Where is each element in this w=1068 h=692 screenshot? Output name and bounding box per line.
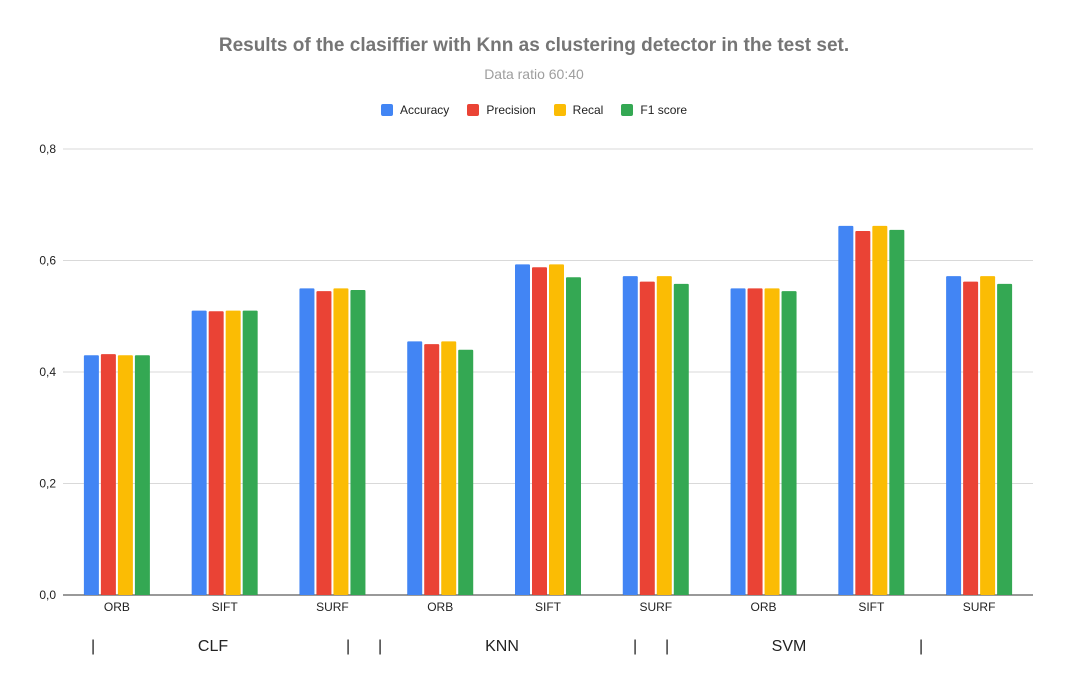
legend: Accuracy Precision Recal F1 score bbox=[0, 103, 1068, 117]
legend-item-precision[interactable]: Precision bbox=[467, 103, 536, 117]
bar bbox=[350, 290, 366, 595]
legend-label-precision: Precision bbox=[486, 103, 536, 117]
bar bbox=[730, 288, 746, 595]
y-tick-label: 0,4 bbox=[39, 365, 56, 379]
bar bbox=[566, 277, 581, 595]
bar bbox=[100, 354, 116, 595]
bar bbox=[458, 349, 474, 595]
group-divider: | bbox=[346, 638, 351, 655]
bar bbox=[134, 355, 150, 595]
bar bbox=[622, 276, 638, 595]
bar bbox=[673, 283, 689, 595]
bar bbox=[316, 291, 332, 595]
x-tick-label: ORB bbox=[427, 600, 453, 614]
chart-title: Results of the clasiffier with Knn as cl… bbox=[218, 35, 850, 56]
bar bbox=[299, 288, 315, 595]
bar bbox=[747, 288, 763, 595]
bar bbox=[532, 267, 547, 595]
bar bbox=[946, 276, 962, 595]
y-tick-label: 0,6 bbox=[39, 254, 56, 268]
bar bbox=[441, 341, 457, 595]
group-label: CLF bbox=[197, 638, 229, 655]
bar bbox=[424, 344, 440, 595]
bar bbox=[963, 281, 979, 595]
bar bbox=[407, 341, 423, 595]
group-divider: | bbox=[91, 638, 96, 655]
x-tick-label: SURF bbox=[316, 600, 349, 614]
x-tick-label: SIFT bbox=[535, 600, 562, 614]
x-tick-label: SIFT bbox=[858, 600, 885, 614]
legend-item-recal[interactable]: Recal bbox=[553, 103, 604, 117]
legend-label-recal: Recal bbox=[572, 103, 604, 117]
bar bbox=[997, 283, 1013, 595]
legend-swatch-recal bbox=[553, 104, 566, 116]
x-tick-label: ORB bbox=[104, 600, 130, 614]
group-divider: | bbox=[633, 638, 638, 655]
legend-swatch-precision bbox=[467, 104, 480, 116]
x-tick-label: SURF bbox=[963, 600, 996, 614]
legend-item-accuracy[interactable]: Accuracy bbox=[380, 103, 450, 117]
group-divider: | bbox=[665, 638, 670, 655]
legend-item-f1-score[interactable]: F1 score bbox=[621, 103, 687, 117]
y-tick-label: 0,8 bbox=[39, 142, 56, 156]
bar bbox=[333, 288, 349, 595]
bar bbox=[656, 276, 672, 595]
bar bbox=[872, 225, 888, 595]
bar bbox=[225, 310, 241, 595]
group-label: SVM bbox=[771, 638, 807, 655]
group-divider: | bbox=[919, 638, 924, 655]
group-divider: | bbox=[378, 638, 383, 655]
x-tick-label: ORB bbox=[751, 600, 777, 614]
group-label: KNN bbox=[485, 638, 519, 655]
bar bbox=[855, 230, 871, 595]
bar bbox=[208, 311, 224, 595]
legend-label-f1-score: F1 score bbox=[640, 103, 688, 117]
x-tick-label: SURF bbox=[639, 600, 672, 614]
bar bbox=[639, 281, 655, 595]
x-tick-label: SIFT bbox=[212, 600, 239, 614]
bar bbox=[764, 288, 780, 595]
legend-swatch-f1-score bbox=[621, 104, 634, 116]
y-tick-label: 0,0 bbox=[39, 588, 56, 602]
bar bbox=[980, 276, 996, 595]
y-tick-label: 0,2 bbox=[39, 477, 56, 491]
bar bbox=[83, 355, 99, 595]
bar bbox=[838, 225, 854, 595]
chart-subtitle: Data ratio 60:40 bbox=[484, 66, 584, 82]
legend-swatch-accuracy bbox=[380, 104, 393, 116]
bar bbox=[515, 264, 530, 595]
bar bbox=[117, 355, 133, 595]
bar bbox=[781, 291, 797, 595]
bar bbox=[191, 310, 207, 595]
legend-label-accuracy: Accuracy bbox=[399, 103, 450, 117]
bar bbox=[549, 264, 564, 595]
bar bbox=[242, 310, 258, 595]
bar bbox=[889, 229, 905, 595]
